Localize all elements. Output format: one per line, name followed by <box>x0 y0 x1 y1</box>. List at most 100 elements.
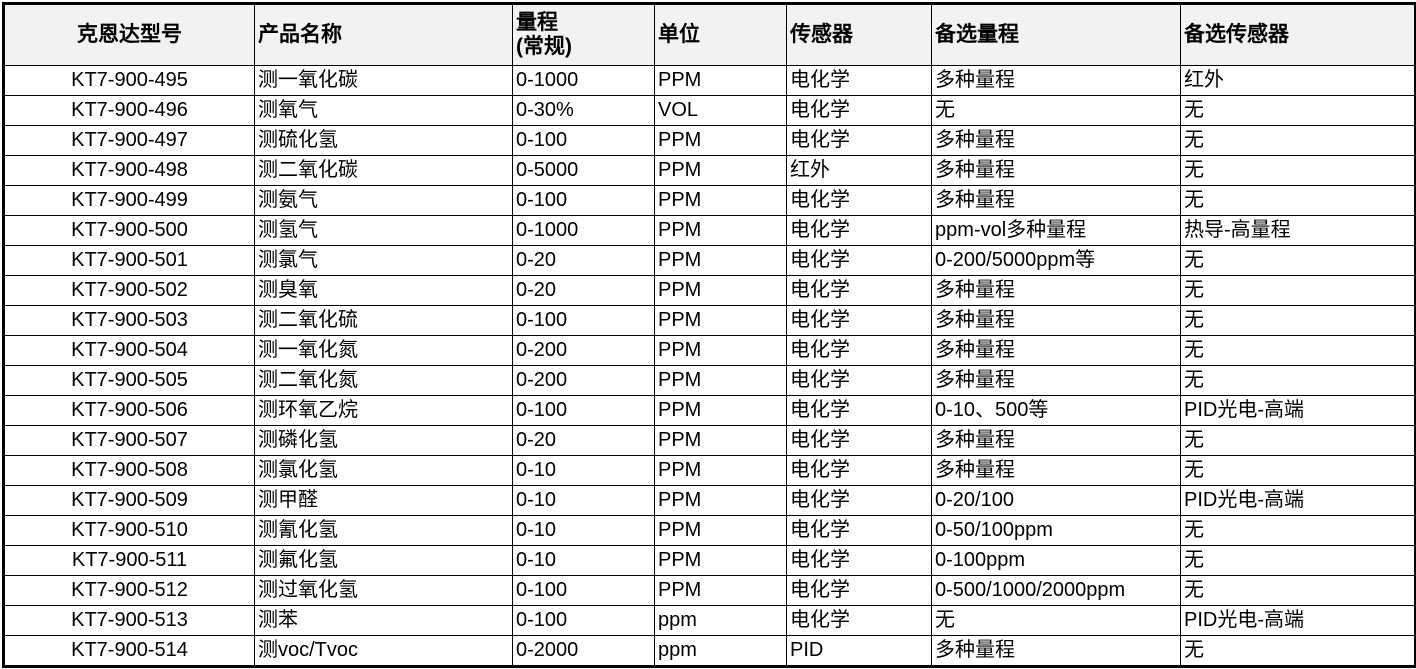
cell-sensor: 电化学 <box>786 485 932 516</box>
header-unit: 单位 <box>654 3 787 66</box>
cell-product-name: 测二氧化氮 <box>254 365 513 396</box>
cell-range: 0-200 <box>512 365 655 396</box>
cell-model: KT7-900-495 <box>3 65 255 96</box>
cell-product-name: 测二氧化硫 <box>254 305 513 336</box>
cell-alt-range: 多种量程 <box>931 155 1181 186</box>
header-range: 量程 (常规) <box>512 3 655 66</box>
cell-range: 0-100 <box>512 395 655 426</box>
table-row: KT7-900-510 测氰化氢 0-10 PPM 电化学 0-50/100ppm 无 <box>3 515 1416 546</box>
cell-unit: PPM <box>654 245 787 276</box>
cell-sensor: 电化学 <box>786 425 932 456</box>
cell-alt-range: 多种量程 <box>931 65 1181 96</box>
cell-unit: ppm <box>654 605 787 636</box>
header-sensor: 传感器 <box>786 3 932 66</box>
cell-range: 0-100 <box>512 305 655 336</box>
cell-sensor: 电化学 <box>786 335 932 366</box>
cell-alt-sensor: 无 <box>1180 365 1416 396</box>
cell-alt-range: 0-200/5000ppm等 <box>931 245 1181 276</box>
cell-alt-sensor: 热导-高量程 <box>1180 215 1416 246</box>
cell-sensor: 电化学 <box>786 545 932 576</box>
header-alt-range: 备选量程 <box>931 3 1181 66</box>
cell-unit: PPM <box>654 455 787 486</box>
table-row: KT7-900-512 测过氧化氢 0-100 PPM 电化学 0-500/1000/20… <box>3 575 1416 606</box>
cell-model: KT7-900-506 <box>3 395 255 426</box>
table-row: KT7-900-495 测一氧化碳 0-1000 PPM 电化学 多种量程 红外 <box>3 65 1416 96</box>
cell-range: 0-1000 <box>512 215 655 246</box>
cell-range: 0-10 <box>512 455 655 486</box>
cell-model: KT7-900-511 <box>3 545 255 576</box>
cell-alt-sensor: 无 <box>1180 425 1416 456</box>
cell-alt-range: 0-50/100ppm <box>931 515 1181 546</box>
cell-range: 0-100 <box>512 185 655 216</box>
cell-unit: PPM <box>654 425 787 456</box>
cell-range: 0-200 <box>512 335 655 366</box>
cell-alt-range: 多种量程 <box>931 365 1181 396</box>
cell-model: KT7-900-496 <box>3 95 255 126</box>
cell-unit: ppm <box>654 635 787 667</box>
cell-alt-range: 0-100ppm <box>931 545 1181 576</box>
header-row: 克恩达型号 产品名称 量程 (常规) 单位 传感器 备选量程 备选传感器 <box>3 3 1416 66</box>
cell-range: 0-10 <box>512 545 655 576</box>
cell-alt-range: 多种量程 <box>931 185 1181 216</box>
table-row: KT7-900-506 测环氧乙烷 0-100 PPM 电化学 0-10、500等 PID光… <box>3 395 1416 426</box>
cell-alt-sensor: 无 <box>1180 305 1416 336</box>
cell-unit: PPM <box>654 515 787 546</box>
cell-model: KT7-900-514 <box>3 635 255 667</box>
cell-sensor: 电化学 <box>786 185 932 216</box>
cell-range: 0-5000 <box>512 155 655 186</box>
cell-alt-range: 0-500/1000/2000ppm <box>931 575 1181 606</box>
header-alt-sensor: 备选传感器 <box>1180 3 1416 66</box>
cell-sensor: 电化学 <box>786 305 932 336</box>
cell-alt-range: 多种量程 <box>931 275 1181 306</box>
cell-model: KT7-900-504 <box>3 335 255 366</box>
table-row: KT7-900-514 测voc/Tvoc 0-2000 ppm PID 多种量程无 <box>3 635 1416 667</box>
cell-alt-sensor: 红外 <box>1180 65 1416 96</box>
cell-product-name: 测二氧化碳 <box>254 155 513 186</box>
cell-model: KT7-900-497 <box>3 125 255 156</box>
cell-product-name: 测氧气 <box>254 95 513 126</box>
cell-sensor: 电化学 <box>786 575 932 606</box>
cell-alt-sensor: 无 <box>1180 95 1416 126</box>
table-row: KT7-900-513 测苯 0-100 ppm 电化学无 PID光电-高端 <box>3 605 1416 636</box>
cell-alt-sensor: 无 <box>1180 185 1416 216</box>
cell-range: 0-100 <box>512 605 655 636</box>
cell-product-name: 测臭氧 <box>254 275 513 306</box>
cell-range: 0-2000 <box>512 635 655 667</box>
cell-sensor: PID <box>786 635 932 667</box>
table-row: KT7-900-500 测氢气 0-1000 PPM 电化学 ppm-vol多种量程 热导-… <box>3 215 1416 246</box>
cell-sensor: 电化学 <box>786 275 932 306</box>
cell-alt-sensor: 无 <box>1180 245 1416 276</box>
cell-product-name: 测一氧化氮 <box>254 335 513 366</box>
cell-product-name: 测甲醛 <box>254 485 513 516</box>
cell-unit: PPM <box>654 125 787 156</box>
table-row: KT7-900-498 测二氧化碳 0-5000 PPM 红外 多种量程无 <box>3 155 1416 186</box>
cell-product-name: 测氢气 <box>254 215 513 246</box>
cell-product-name: 测氨气 <box>254 185 513 216</box>
cell-model: KT7-900-500 <box>3 215 255 246</box>
cell-model: KT7-900-508 <box>3 455 255 486</box>
cell-sensor: 电化学 <box>786 215 932 246</box>
cell-alt-range: 多种量程 <box>931 125 1181 156</box>
table-row: KT7-900-501 测氯气 0-20 PPM 电化学 0-200/5000ppm等无 <box>3 245 1416 276</box>
cell-sensor: 电化学 <box>786 605 932 636</box>
cell-range: 0-30% <box>512 95 655 126</box>
table-row: KT7-900-509 测甲醛 0-10 PPM 电化学 0-20/100 PID光电-高端 <box>3 485 1416 516</box>
cell-alt-range: 多种量程 <box>931 425 1181 456</box>
cell-alt-range: 多种量程 <box>931 455 1181 486</box>
cell-model: KT7-900-503 <box>3 305 255 336</box>
cell-product-name: 测环氧乙烷 <box>254 395 513 426</box>
cell-unit: PPM <box>654 185 787 216</box>
cell-sensor: 红外 <box>786 155 932 186</box>
table-row: KT7-900-504 测一氧化氮 0-200 PPM 电化学 多种量程无 <box>3 335 1416 366</box>
table-row: KT7-900-507 测磷化氢 0-20 PPM 电化学 多种量程无 <box>3 425 1416 456</box>
cell-alt-sensor: 无 <box>1180 575 1416 606</box>
table-row: KT7-900-505 测二氧化氮 0-200 PPM 电化学 多种量程无 <box>3 365 1416 396</box>
cell-model: KT7-900-498 <box>3 155 255 186</box>
cell-alt-range: 多种量程 <box>931 305 1181 336</box>
cell-unit: PPM <box>654 215 787 246</box>
cell-unit: PPM <box>654 365 787 396</box>
cell-alt-range: 0-20/100 <box>931 485 1181 516</box>
cell-unit: PPM <box>654 335 787 366</box>
cell-model: KT7-900-513 <box>3 605 255 636</box>
cell-range: 0-20 <box>512 275 655 306</box>
